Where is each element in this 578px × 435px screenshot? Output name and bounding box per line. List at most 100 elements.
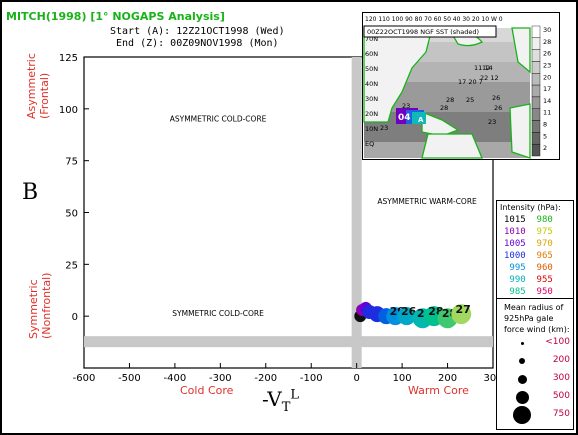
- x-axis-symbol: -VTL: [262, 387, 300, 415]
- y-tick-label: 0: [72, 312, 78, 323]
- radius-legend-row: 200: [500, 354, 574, 372]
- radius-value: 500: [552, 391, 570, 401]
- sst-value: 25: [466, 96, 474, 104]
- sst-colorbar-cell: [531, 61, 541, 74]
- end-time: End (Z): 00Z09NOV1998 (Mon): [116, 38, 279, 49]
- inset-lat-label: 20N: [365, 110, 378, 118]
- intensity-value-left: 1005: [504, 239, 526, 249]
- radius-dot: [517, 374, 527, 384]
- radius-legend-row: 500: [500, 390, 574, 408]
- x-tick-label: -500: [118, 373, 141, 384]
- intensity-legend-box: [496, 200, 574, 310]
- sst-colorbar-label: 30: [543, 26, 551, 34]
- x-tick-label: -200: [254, 373, 277, 384]
- radius-value: <100: [545, 337, 570, 347]
- intensity-legend-row: 990 955: [504, 274, 552, 286]
- sst-colorbar-label: 2: [543, 144, 547, 152]
- intensity-legend-row: 1000 965: [504, 250, 553, 262]
- x-tick-label: 300: [483, 373, 502, 384]
- central-america-land: [421, 111, 460, 137]
- sst-value: 12: [482, 64, 490, 72]
- radius-legend-box: [496, 298, 574, 430]
- inset-lat-label: 70N: [365, 35, 378, 43]
- sst-colorbar-label: 5: [543, 132, 547, 140]
- radius-value: 200: [552, 355, 570, 365]
- sst-colorbar-label: 26: [543, 50, 551, 58]
- y-tick-label: 100: [59, 105, 78, 116]
- y-tick-label: 75: [65, 157, 78, 168]
- sst-value: 28: [446, 96, 454, 104]
- intensity-value-right: 965: [525, 251, 553, 261]
- intensity-legend-title: Intensity (hPa):: [500, 203, 561, 212]
- intensity-value-left: 1000: [504, 251, 526, 261]
- inset-label-box: [363, 25, 497, 38]
- radius-value: 300: [552, 373, 570, 383]
- inset-lat-label: 40N: [365, 80, 378, 88]
- radius-legend-row: 300: [500, 372, 574, 390]
- x-tick-label: 200: [438, 373, 457, 384]
- sst-colorbar-label: 20: [543, 73, 551, 81]
- inset-longitude-ticks: 120 110 100 90 80 70 60 50 40 30 20 10 W…: [365, 16, 503, 23]
- intensity-value-left: 995: [504, 263, 526, 273]
- sst-value: 26: [494, 104, 502, 112]
- intensity-value-right: 980: [525, 215, 553, 225]
- sst-value: 17 20 7: [458, 78, 483, 86]
- radius-dot: [519, 358, 525, 364]
- sst-colorbar-cell: [531, 143, 541, 157]
- sst-value: 26: [492, 94, 500, 102]
- x-tick-label: 100: [393, 373, 412, 384]
- xlabel-left: Cold Core: [180, 384, 234, 397]
- quadrant-label: ASYMMETRIC COLD-CORE: [170, 114, 267, 123]
- sst-colorbar-label: 17: [543, 85, 551, 93]
- radius-legend-title: Mean radius of 925hPa gale force wind (k…: [504, 303, 570, 334]
- sst-colorbar-label: 23: [543, 61, 551, 69]
- inset-lat-label: 60N: [365, 50, 378, 58]
- intensity-value-right: 960: [525, 263, 553, 273]
- inset-lat-label: 50N: [365, 65, 378, 73]
- sst-colorbar-label: 11: [543, 109, 551, 117]
- sst-colorbar-label: 8: [543, 121, 547, 129]
- sst-colorbar-cell: [531, 120, 541, 133]
- radius-dot: [513, 406, 531, 424]
- track-point: [397, 307, 416, 326]
- inset-sst-map: 00Z22OCT1998 NGF SST (shaded) 120 110 100…: [362, 12, 560, 160]
- intensity-value-right: 950: [525, 287, 553, 297]
- radius-legend-row: <100: [500, 336, 574, 354]
- europe-land: [511, 27, 531, 74]
- intensity-value-right: 970: [525, 239, 553, 249]
- x-tick-label: 0: [353, 373, 359, 384]
- sst-value: 23: [488, 118, 496, 126]
- sst-colorbar-label: 28: [543, 38, 551, 46]
- quadrant-label: ASYMMETRIC WARM-CORE: [377, 197, 477, 206]
- x-tick-label: -400: [164, 373, 187, 384]
- sst-colorbar-cell: [531, 84, 541, 98]
- chart-title: MITCH(1998) [1° NOGAPS Analysis]: [6, 10, 225, 23]
- sst-value: 23: [402, 102, 410, 110]
- intensity-value-left: 1010: [504, 227, 526, 237]
- y-tick-label: 25: [65, 260, 78, 271]
- sst-colorbar-cell: [531, 37, 541, 50]
- panel-letter: B: [22, 180, 39, 205]
- intensity-value-right: 975: [525, 227, 553, 237]
- storm-track-cyan: [412, 112, 426, 124]
- radius-dot: [520, 341, 524, 345]
- sst-value: 28: [440, 104, 448, 112]
- intensity-value-left: 985: [504, 287, 526, 297]
- x-tick-label: -600: [73, 373, 96, 384]
- storm-start-mark: A: [418, 116, 424, 124]
- sst-value: 23: [380, 124, 388, 132]
- x-tick-label: -100: [300, 373, 323, 384]
- inset-lat-label: 10N: [365, 125, 378, 133]
- inset-lat-label: EQ: [365, 140, 374, 148]
- intensity-legend: 1015 980 1010 975 1005 970 1000 965 995 960…: [504, 214, 553, 298]
- xlabel-right: Warm Core: [408, 384, 469, 397]
- sst-colorbar-cell: [531, 108, 541, 121]
- south-america-land: [421, 133, 483, 159]
- inset-lat-label: 30N: [365, 95, 378, 103]
- sst-colorbar-cell: [531, 96, 541, 109]
- intensity-legend-row: 995 960: [504, 262, 553, 274]
- sst-colorbar-label: 14: [543, 97, 551, 105]
- storm-label: 04: [398, 113, 411, 123]
